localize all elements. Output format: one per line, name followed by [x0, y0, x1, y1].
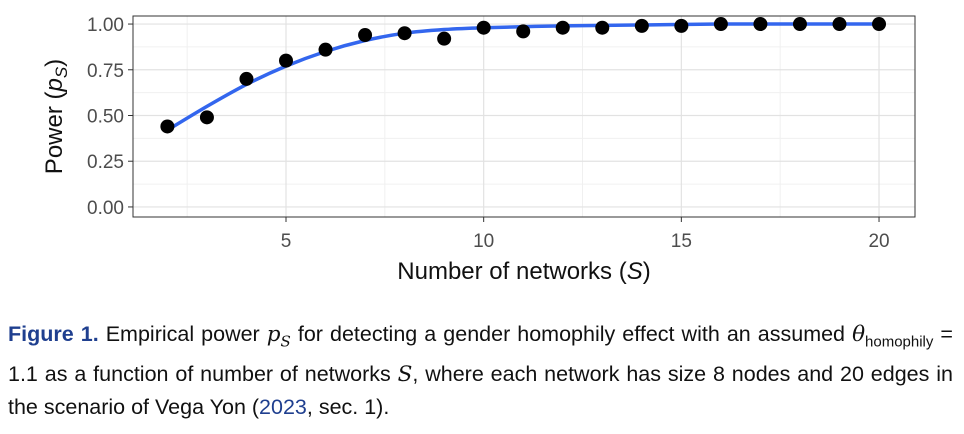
data-point [674, 18, 689, 33]
data-point [358, 28, 373, 43]
caption-math-theta: θ [852, 322, 866, 347]
x-tick-label: 15 [671, 231, 692, 252]
data-point [279, 53, 293, 68]
caption-text: = 1.1 as a function of number of network… [8, 322, 953, 387]
figure-label: Figure 1. [8, 322, 99, 346]
x-tick-label: 5 [281, 231, 292, 252]
x-tick-label: 10 [473, 231, 494, 252]
y-tick-label: 1.00 [87, 15, 124, 36]
data-point [872, 17, 887, 32]
x-axis-label: Number of networks (S) [397, 258, 650, 285]
data-point [516, 24, 531, 39]
data-point [595, 20, 610, 35]
y-tick-label: 0.75 [87, 61, 124, 82]
data-point [397, 26, 412, 41]
plot-background [133, 16, 915, 217]
caption-math-p: p [266, 322, 281, 347]
caption-text: , where each network has size 8 nodes an… [8, 362, 953, 420]
data-point [476, 20, 491, 35]
y-tick-label: 0.50 [87, 106, 124, 127]
caption-text: , sec. 1). [306, 395, 390, 420]
data-point [792, 17, 807, 32]
caption-text: Empirical power [98, 322, 267, 346]
data-point [239, 71, 254, 86]
data-point [713, 17, 728, 32]
data-point [832, 17, 847, 32]
data-point [753, 17, 768, 32]
power-chart: 5 10 15 20 0.00 0.25 0.50 0.75 1.00 Number of net… [41, 15, 916, 285]
y-axis-label: Power (pS) [41, 59, 71, 174]
data-point [318, 42, 333, 57]
caption-text: for detecting a gender homophily effect … [290, 322, 853, 346]
plot-border [132, 15, 916, 218]
data-point [437, 31, 452, 46]
caption-math-sub: S [280, 332, 291, 351]
figure-caption: Figure 1. Empirical power pS for detecti… [8, 318, 953, 424]
y-tick-label: 0.25 [87, 152, 124, 173]
caption-math-sub: homophily [865, 333, 934, 351]
data-point [555, 20, 570, 35]
data-point [160, 119, 175, 134]
caption-math-s: S [397, 362, 413, 388]
citation-link[interactable]: 2023 [259, 395, 307, 420]
data-point [634, 18, 649, 33]
data-point [199, 110, 214, 125]
y-tick-label: 0.00 [87, 198, 124, 219]
x-tick-label: 20 [868, 231, 889, 252]
